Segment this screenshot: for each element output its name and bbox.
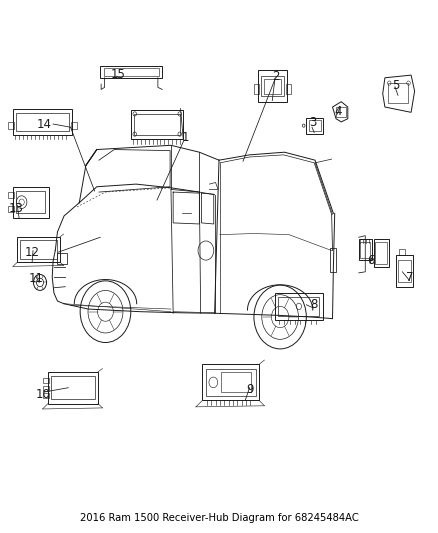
Bar — [16, 113, 69, 131]
Bar — [104, 68, 159, 76]
Text: 14: 14 — [37, 118, 52, 131]
Bar — [20, 240, 57, 259]
Bar — [330, 248, 336, 272]
Bar — [8, 192, 14, 198]
Bar — [336, 107, 346, 117]
Bar — [13, 109, 72, 135]
Text: 2: 2 — [272, 70, 279, 83]
Bar — [264, 79, 282, 94]
Text: 7: 7 — [406, 271, 414, 284]
Bar — [57, 253, 67, 264]
Bar — [43, 393, 49, 398]
Bar — [16, 191, 45, 213]
Bar — [131, 110, 183, 139]
Text: 8: 8 — [311, 298, 318, 311]
Bar — [43, 378, 49, 383]
Bar — [261, 76, 284, 96]
Bar — [71, 122, 77, 130]
Bar — [51, 376, 95, 399]
Bar — [388, 83, 409, 103]
Bar — [375, 242, 387, 264]
Bar — [48, 372, 98, 403]
Bar — [43, 385, 49, 391]
Bar — [286, 84, 291, 94]
Text: 3: 3 — [309, 117, 317, 130]
Bar — [374, 239, 389, 266]
Bar — [8, 206, 14, 212]
Bar — [396, 255, 413, 287]
Text: 11: 11 — [29, 272, 44, 285]
Bar — [13, 187, 49, 217]
Bar — [279, 297, 319, 316]
Bar — [221, 372, 251, 392]
Text: 2016 Ram 1500 Receiver-Hub Diagram for 68245484AC: 2016 Ram 1500 Receiver-Hub Diagram for 6… — [80, 513, 358, 523]
Bar — [202, 365, 259, 400]
Bar — [275, 293, 323, 320]
Bar — [254, 84, 259, 94]
Bar — [308, 120, 321, 131]
Bar — [360, 242, 370, 258]
Text: 10: 10 — [36, 387, 51, 401]
Text: 12: 12 — [25, 246, 39, 259]
Text: 9: 9 — [247, 383, 254, 397]
Text: 4: 4 — [334, 105, 342, 118]
Text: 6: 6 — [367, 254, 374, 266]
Bar — [206, 368, 256, 396]
Text: 13: 13 — [8, 201, 23, 214]
Text: 15: 15 — [110, 68, 125, 80]
Bar — [258, 70, 287, 102]
Bar — [306, 118, 323, 134]
Bar — [8, 122, 14, 130]
Bar — [100, 66, 162, 78]
Bar — [359, 239, 372, 260]
Bar — [17, 237, 60, 262]
Text: 1: 1 — [181, 131, 189, 144]
Bar — [134, 114, 180, 135]
Bar — [398, 260, 411, 282]
Bar — [399, 249, 405, 255]
Text: 5: 5 — [392, 79, 399, 92]
